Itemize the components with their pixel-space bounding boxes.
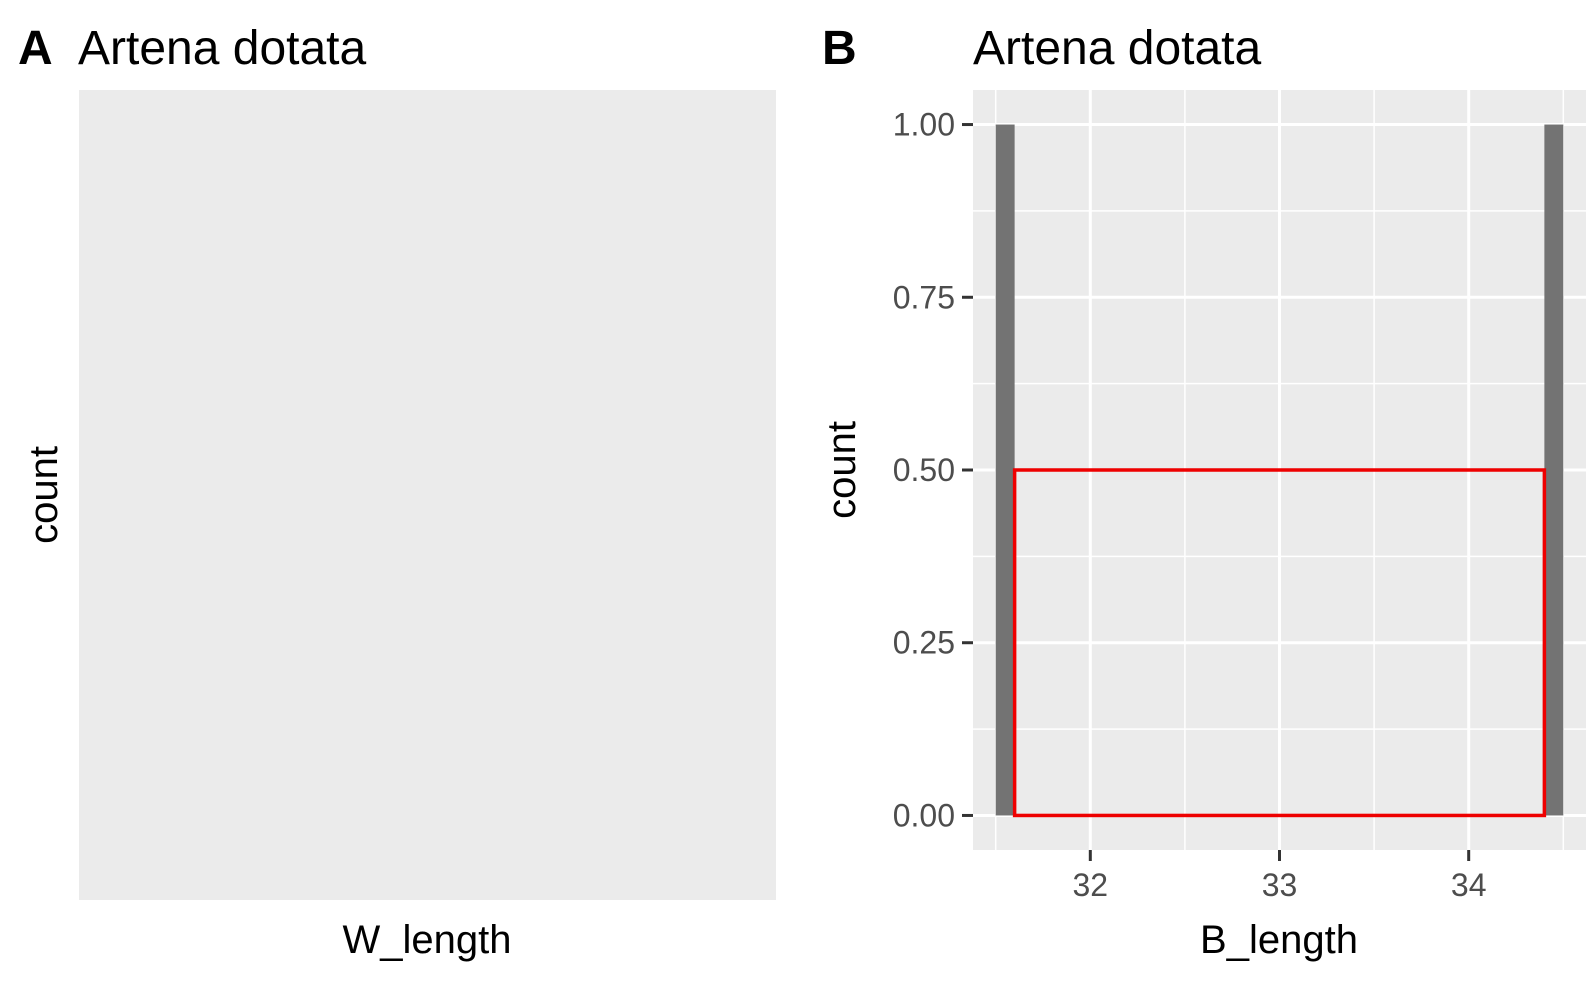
panel-b-highlight-layer [1012, 468, 1547, 818]
y-tick-label: 0.25 [893, 625, 955, 661]
panel-b-y-axis-title: count [820, 421, 864, 519]
x-tick-label: 34 [1451, 867, 1487, 903]
panel-b: B Artena dotata 0.000.250.500.751.00 32 3… [820, 22, 1586, 962]
panel-b-tag: B [822, 22, 857, 75]
highlight-rectangle [1012, 468, 1547, 818]
panel-b-title: Artena dotata [973, 22, 1262, 75]
panel-a-y-axis-title: count [22, 446, 66, 544]
x-tick-label: 33 [1262, 867, 1298, 903]
panel-b-x-axis: 32 33 34 [1073, 850, 1487, 903]
panel-a-tag: A [18, 22, 53, 75]
histogram-bar [995, 124, 1015, 816]
panel-a-title: Artena dotata [78, 22, 367, 75]
y-tick-label: 0.50 [893, 452, 955, 488]
x-tick-label: 32 [1073, 867, 1109, 903]
panel-a-plot-background [79, 90, 776, 900]
y-tick-label: 0.75 [893, 279, 955, 315]
panel-b-y-axis: 0.00 0.25 0.50 0.75 1.00 [893, 107, 973, 833]
panel-a-x-axis-title: W_length [343, 918, 512, 962]
y-tick-label: 1.00 [893, 107, 955, 143]
histogram-bar [1544, 124, 1564, 816]
y-tick-label: 0.00 [893, 797, 955, 833]
panel-b-x-axis-title: B_length [1200, 918, 1358, 962]
panel-b-bars [995, 124, 1564, 816]
panel-a: A Artena dotata W_length count [18, 22, 776, 962]
